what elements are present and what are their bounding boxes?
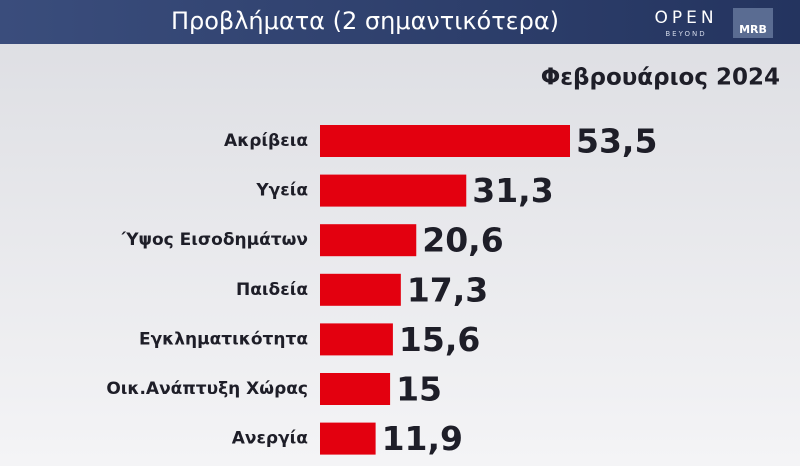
value-label: 15 [396, 370, 442, 409]
value-label: 17,3 [407, 270, 488, 309]
bar [320, 373, 391, 405]
category-label: Ανεργία [232, 429, 308, 449]
category-label: Ύψος Εισοδημάτων [121, 230, 308, 250]
value-label: 31,3 [472, 171, 553, 210]
bar [320, 323, 393, 356]
category-label: Υγεία [255, 181, 308, 201]
category-label: Εγκληματικότητα [139, 329, 308, 349]
logo-open: OPEN [654, 8, 717, 28]
bar [320, 273, 401, 306]
category-label: Ακρίβεια [224, 131, 308, 151]
category-label: Παιδεία [236, 280, 308, 300]
logo-mrb-box [733, 8, 773, 38]
bar [320, 422, 376, 455]
value-label: 20,6 [422, 221, 503, 260]
value-label: 53,5 [576, 122, 657, 161]
bar [320, 125, 570, 157]
bar [320, 224, 417, 257]
logo-mrb: MRB [739, 23, 767, 36]
category-label: Οικ.Ανάπτυξη Χώρας [106, 379, 308, 399]
header-bar [0, 0, 800, 44]
value-label: 15,6 [399, 320, 480, 359]
logo-open-sub: BEYOND [665, 30, 706, 38]
value-label: 11,9 [382, 419, 463, 458]
bar [320, 174, 467, 207]
subtitle: Φεβρουάριος 2024 [541, 65, 780, 91]
chart-title: Προβλήματα (2 σημαντικότερα) [171, 7, 559, 35]
